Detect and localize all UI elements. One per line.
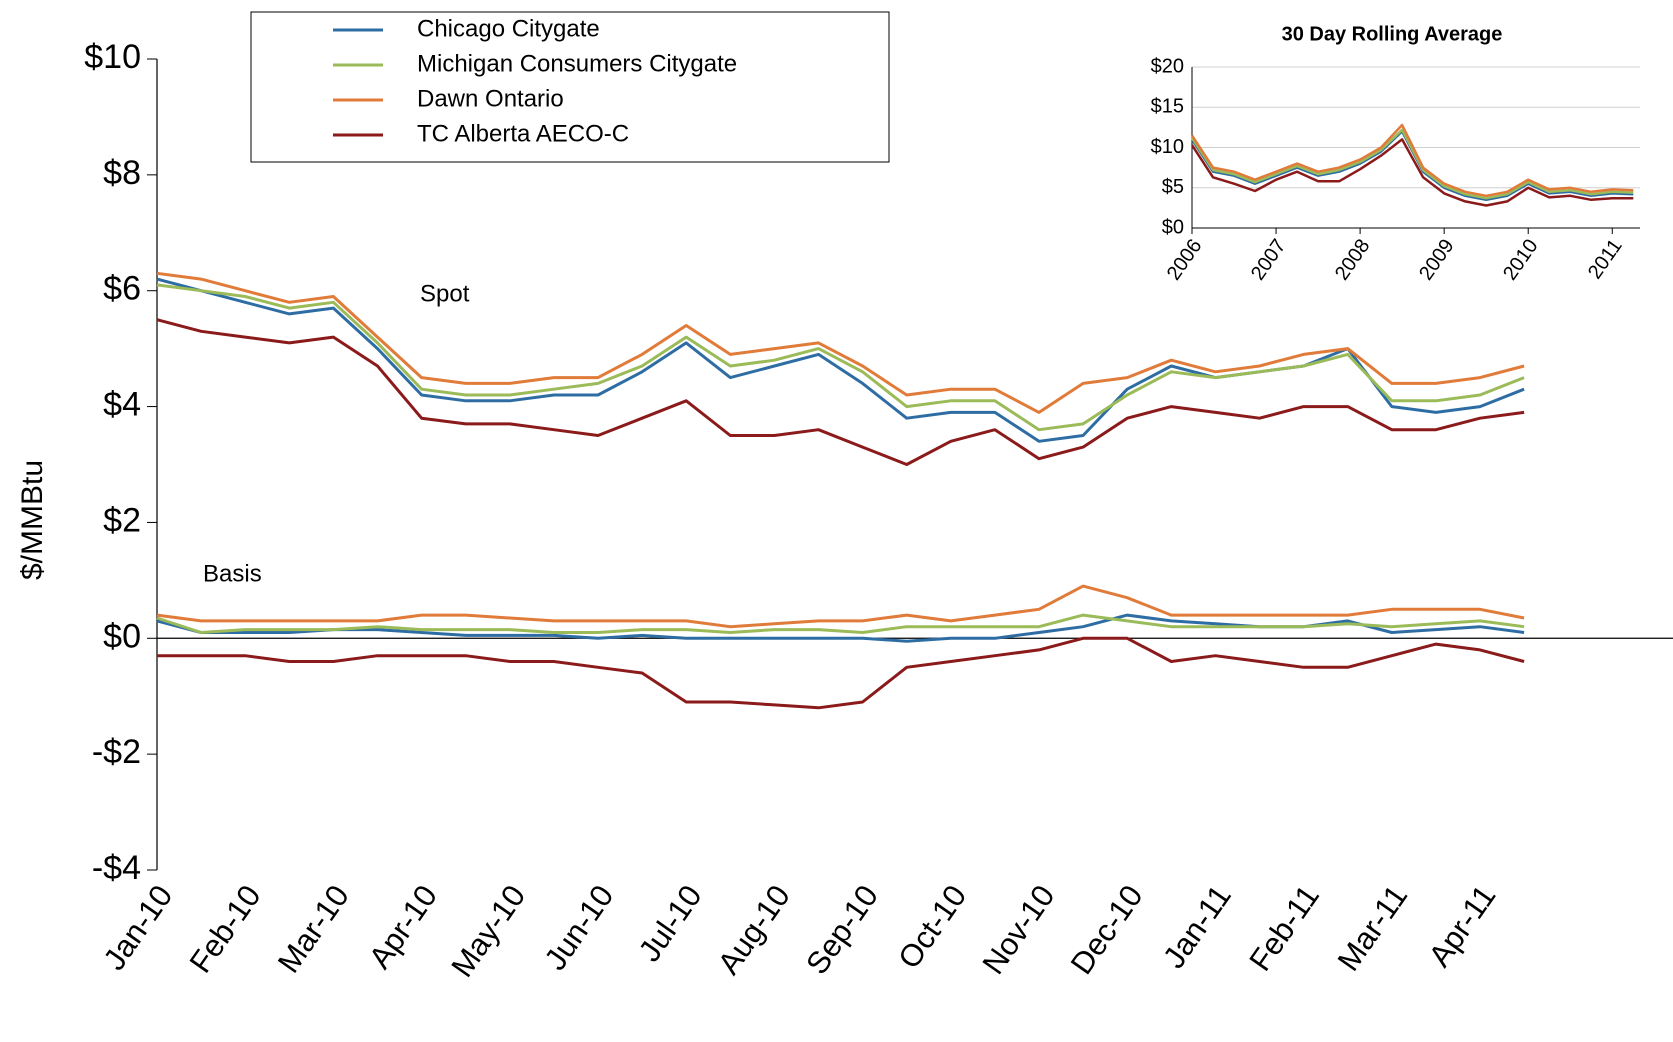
basis-line: [156, 613, 1525, 634]
y-tick-label: $0: [103, 617, 141, 655]
y-tick-label: $10: [84, 38, 141, 76]
inset-line: [1190, 128, 1634, 200]
inset-background: [1120, 45, 1673, 335]
y-tick-label: $8: [103, 154, 141, 192]
x-tick-label: Feb-10: [183, 879, 268, 980]
basis-line: [156, 584, 1525, 629]
y-tick-label: $6: [103, 270, 141, 308]
legend-label: Chicago Citygate: [417, 15, 600, 42]
spot-line: [156, 283, 1525, 432]
y-tick-label: $20: [1151, 55, 1184, 77]
y-tick-label: -$4: [92, 849, 141, 887]
x-tick-label: Feb-11: [1242, 879, 1326, 978]
y-axis-label: $/MMBtu: [16, 460, 49, 580]
legend-label: Michigan Consumers Citygate: [417, 50, 737, 77]
x-tick-label: Sep-10: [799, 879, 885, 981]
x-tick-label: Apr-11: [1422, 879, 1503, 973]
y-tick-label: $2: [103, 501, 141, 539]
x-tick-label: Mar-10: [271, 879, 356, 980]
inset-title: 30 Day Rolling Average: [1282, 23, 1503, 45]
x-tick-label: Jan-10: [96, 879, 179, 977]
legend-box: [250, 11, 890, 163]
x-tick-label: Jul-10: [632, 879, 709, 968]
x-tick-label: Jan-11: [1156, 879, 1238, 975]
y-tick-label: -$2: [92, 733, 141, 771]
x-tick-label: Jun-10: [537, 879, 620, 977]
spot-line: [156, 318, 1525, 466]
y-tick-label: $0: [1162, 216, 1184, 238]
x-tick-label: Apr-10: [362, 879, 444, 975]
x-tick-label: Mar-11: [1331, 879, 1415, 978]
legend-label: Dawn Ontario: [417, 85, 564, 112]
y-tick-label: $5: [1162, 176, 1184, 198]
y-tick-label: $4: [103, 386, 141, 424]
x-tick-label: Dec-10: [1064, 879, 1150, 981]
annotation: Basis: [203, 560, 262, 587]
inset-line: [1190, 138, 1634, 207]
y-tick-label: $15: [1151, 96, 1184, 118]
x-tick-label: Aug-10: [711, 879, 797, 981]
x-tick-label: Oct-10: [891, 879, 973, 975]
spot-line: [156, 271, 1525, 414]
x-tick-label: May-10: [444, 879, 532, 984]
y-tick-label: $10: [1151, 136, 1184, 158]
inset-line: [1190, 123, 1634, 198]
x-tick-label: Nov-10: [975, 879, 1061, 981]
annotation: Spot: [420, 280, 470, 307]
basis-line: [157, 636, 1525, 710]
legend-label: TC Alberta AECO-C: [417, 120, 629, 147]
